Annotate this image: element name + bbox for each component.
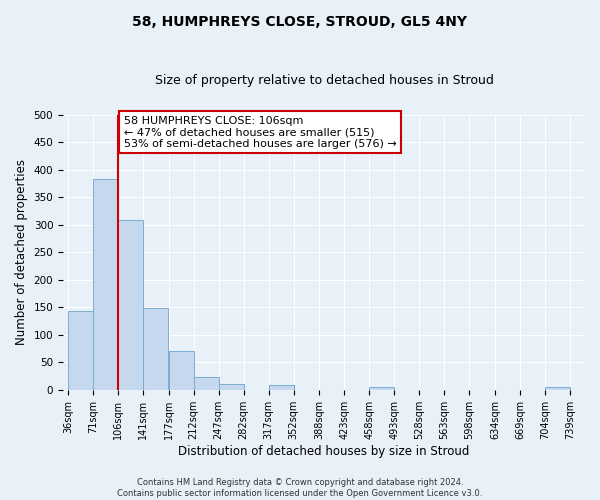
Bar — [118, 220, 143, 390]
Text: 58, HUMPHREYS CLOSE, STROUD, GL5 4NY: 58, HUMPHREYS CLOSE, STROUD, GL5 4NY — [133, 15, 467, 29]
Bar — [143, 308, 168, 390]
X-axis label: Distribution of detached houses by size in Stroud: Distribution of detached houses by size … — [178, 444, 470, 458]
Text: Contains HM Land Registry data © Crown copyright and database right 2024.
Contai: Contains HM Land Registry data © Crown c… — [118, 478, 482, 498]
Bar — [545, 387, 570, 390]
Bar — [370, 387, 394, 390]
Bar — [169, 352, 194, 390]
Bar — [194, 376, 218, 390]
Bar — [269, 386, 293, 390]
Bar — [68, 311, 93, 390]
Title: Size of property relative to detached houses in Stroud: Size of property relative to detached ho… — [155, 74, 493, 87]
Y-axis label: Number of detached properties: Number of detached properties — [15, 159, 28, 345]
Text: 58 HUMPHREYS CLOSE: 106sqm
← 47% of detached houses are smaller (515)
53% of sem: 58 HUMPHREYS CLOSE: 106sqm ← 47% of deta… — [124, 116, 397, 149]
Bar — [218, 384, 244, 390]
Bar — [93, 179, 118, 390]
